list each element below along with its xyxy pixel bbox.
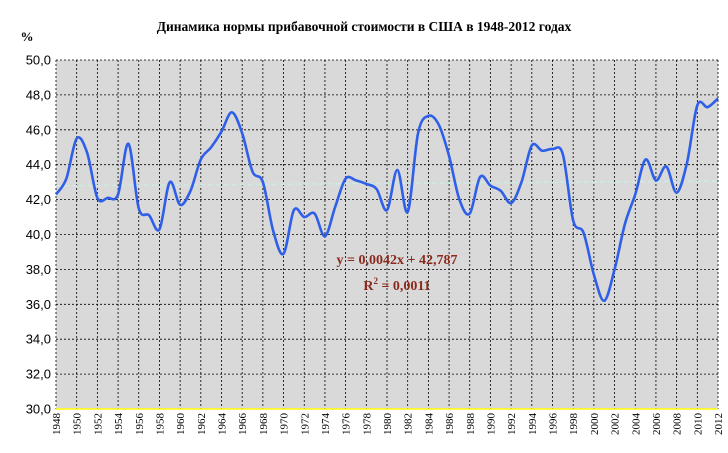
x-tick-label: 1992 [506, 413, 518, 435]
x-tick-label: 1962 [196, 413, 208, 435]
trendline-r2: R2 = 0,0011 [363, 276, 430, 294]
y-tick-label: 48,0 [26, 87, 51, 102]
x-tick-label: 1986 [444, 413, 456, 436]
x-tick-label: 1984 [423, 413, 435, 436]
x-tick-label: 1954 [113, 413, 125, 436]
x-tick-label: 1990 [485, 413, 497, 436]
x-tick-label: 1948 [51, 413, 63, 436]
x-tick-label: 1952 [92, 413, 104, 435]
r2-value: = 0,0011 [378, 279, 431, 294]
x-tick-label: 1982 [403, 413, 415, 435]
series-line [54, 97, 719, 303]
x-tick-label: 2002 [610, 413, 622, 435]
x-tick-label: 2012 [713, 413, 725, 435]
trendline-equation: y = 0,0042x + 42,787 [337, 253, 458, 268]
x-tick-label: 2010 [692, 413, 704, 436]
y-tick-label: 34,0 [26, 332, 51, 347]
x-tick-label: 1996 [548, 413, 560, 436]
x-tick-label: 1978 [361, 413, 373, 436]
y-tick-labels: 30,0 32,0 34,0 36,0 38,0 40,0 42,0 44,0 46,0 48,0… [26, 53, 51, 417]
x-tick-label: 1966 [237, 413, 249, 436]
x-tick-label: 1972 [299, 413, 311, 435]
x-tick-label: 2008 [672, 413, 684, 436]
y-tick-label: 50,0 [26, 53, 51, 68]
x-tick-label: 1976 [341, 413, 353, 436]
y-tick-label: 40,0 [26, 227, 51, 242]
x-tick-label: 1950 [72, 413, 84, 436]
x-tick-label: 2000 [589, 413, 601, 436]
r2-label: R [363, 279, 374, 294]
y-axis-unit-label: % [21, 29, 34, 44]
x-tick-label: 1980 [382, 413, 394, 436]
x-tick-label: 1958 [154, 413, 166, 436]
x-tick-label: 1960 [175, 413, 187, 436]
y-tick-label: 36,0 [26, 297, 51, 312]
x-tick-label: 1968 [258, 413, 270, 436]
y-tick-label: 44,0 [26, 157, 51, 172]
x-tick-label: 1988 [465, 413, 477, 436]
trendline [55, 180, 719, 187]
x-tick-label: 2004 [630, 413, 642, 436]
x-tick-label: 1970 [279, 413, 291, 436]
x-tick-label: 1956 [134, 413, 146, 436]
y-tick-label: 32,0 [26, 367, 51, 382]
x-tick-label: 1994 [527, 413, 539, 436]
y-tick-label: 30,0 [26, 402, 51, 417]
x-tick-label: 2006 [651, 413, 663, 436]
y-tick-label: 38,0 [26, 262, 51, 277]
x-tick-label: 1998 [568, 413, 580, 436]
x-tick-label: 1974 [320, 413, 332, 436]
r2-superscript: 2 [373, 276, 378, 286]
y-tick-label: 46,0 [26, 122, 51, 137]
chart-title: Динамика нормы прибавочной стоимости в С… [157, 19, 572, 34]
x-tick-labels: 1948 1950 1952 1954 1956 1958 1960 1962 1964 1966… [51, 413, 725, 436]
plot-area [56, 60, 718, 409]
y-tick-label: 42,0 [26, 192, 51, 207]
x-tick-label: 1964 [217, 413, 229, 436]
